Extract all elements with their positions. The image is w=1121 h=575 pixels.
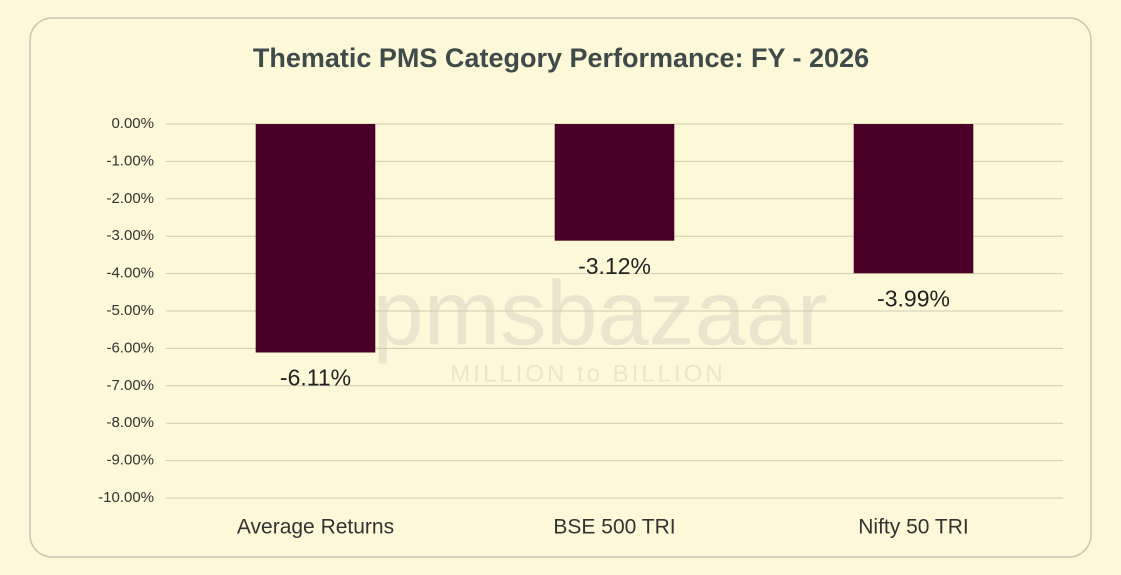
data-label: -6.11% xyxy=(280,365,351,391)
y-tick-label: -4.00% xyxy=(106,265,154,282)
watermark-tagline: MILLION to BILLION xyxy=(450,360,725,387)
x-tick-label: Nifty 50 TRI xyxy=(858,516,968,539)
x-tick-label: Average Returns xyxy=(237,516,394,539)
bar xyxy=(554,124,675,241)
bar xyxy=(255,124,376,353)
data-label: -3.99% xyxy=(877,285,950,311)
y-tick-label: -10.00% xyxy=(98,489,154,506)
chart-title: Thematic PMS Category Performance: FY - … xyxy=(253,43,869,73)
y-tick-label: -8.00% xyxy=(106,414,154,431)
y-tick-label: -5.00% xyxy=(106,302,154,319)
bar xyxy=(853,124,974,274)
data-label: -3.12% xyxy=(578,253,651,279)
x-tick-label: BSE 500 TRI xyxy=(553,516,675,539)
y-tick-label: -9.00% xyxy=(106,452,154,469)
y-tick-label: -2.00% xyxy=(106,190,154,207)
y-tick-label: -1.00% xyxy=(106,152,154,169)
y-tick-label: -7.00% xyxy=(106,377,154,394)
y-tick-label: -3.00% xyxy=(106,227,154,244)
y-tick-label: 0.00% xyxy=(111,115,154,132)
watermark-brand: pmsbazaar xyxy=(372,262,827,364)
y-tick-label: -6.00% xyxy=(106,339,154,356)
